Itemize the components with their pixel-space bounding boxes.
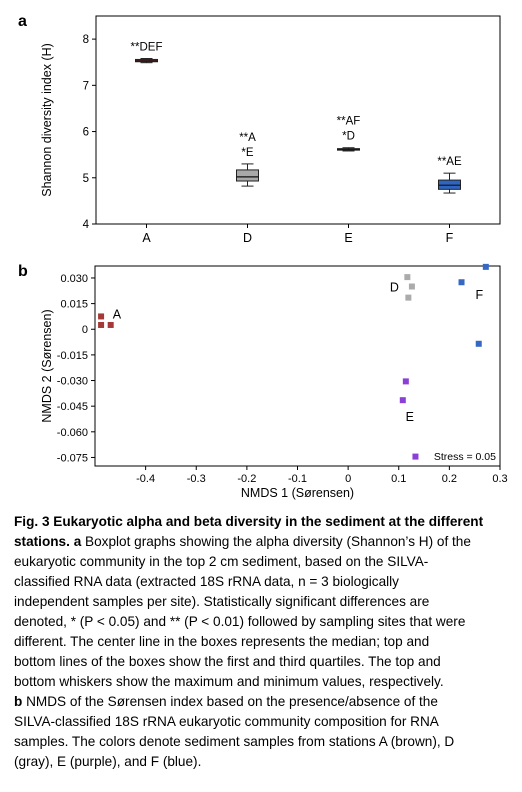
b-ylabel: NMDS 2 (Sørensen) xyxy=(40,309,54,422)
b-ytick-label: 0.015 xyxy=(60,299,88,311)
a-xtick-label: F xyxy=(446,231,454,245)
a-significance-label: **AF xyxy=(337,116,361,128)
panel-a-frame xyxy=(95,15,501,225)
b-ytick-label: 0 xyxy=(82,324,88,336)
b-xtick-label: 0.3 xyxy=(492,473,507,485)
panel-b-label: b xyxy=(18,263,28,280)
caption-title: Fig. 3 Eukaryotic alpha and beta diversi… xyxy=(14,514,484,549)
a-significance-label: *E xyxy=(241,147,253,159)
b-ytick-label: -0.075 xyxy=(57,452,88,464)
point-E xyxy=(399,397,406,404)
panel-b-frame xyxy=(94,265,501,467)
point-A xyxy=(98,313,105,320)
a-xtick-label: A xyxy=(142,231,151,245)
a-significance-label: **AE xyxy=(437,156,462,168)
panel-a-boxplot: a 4 5 6 7 8 Shannon diversity index (H) A D E F **D… xyxy=(18,13,501,245)
caption-line-9: SILVA-classified 18S rRNA eukaryotic com… xyxy=(14,714,439,729)
a-ytick-label: 4 xyxy=(83,219,90,231)
stress-label: Stress = 0.05 xyxy=(434,451,496,463)
caption-line-3: independent samples per site). Statistic… xyxy=(14,594,430,609)
b-xtick-label: 0.1 xyxy=(391,473,406,485)
caption-line-8: NMDS of the Sørensen index based on the … xyxy=(22,694,438,709)
caption-line-10: samples. The colors denote sediment samp… xyxy=(14,734,455,749)
b-ytick-label: -0.045 xyxy=(57,401,88,413)
caption-line-1: eukaryotic community in the top 2 cm sed… xyxy=(14,554,429,569)
point-A xyxy=(107,321,114,328)
b-xtick-label: -0.4 xyxy=(136,473,155,485)
caption-line-2: classified RNA data (extracted 18S rRNA … xyxy=(14,574,399,589)
point-A xyxy=(98,321,105,328)
point-F xyxy=(458,279,465,286)
caption-line-6: bottom lines of the boxes show the first… xyxy=(14,654,441,669)
caption-line-7: bottom whiskers show the maximum and min… xyxy=(14,674,444,689)
b-ytick-label: -0.015 xyxy=(57,350,88,362)
a-ytick-label: 5 xyxy=(83,173,89,185)
figure-canvas: a 4 5 6 7 8 Shannon diversity index (H) A D E F **D… xyxy=(18,13,508,500)
panel-b-nmds-scatter: b 0.030 0.015 0 -0.015 -0.030 -0.045 -0.060 -0.0… xyxy=(18,263,508,500)
point-F xyxy=(482,263,489,270)
point-D xyxy=(404,274,411,281)
a-xtick-label: E xyxy=(344,231,352,245)
group-label-E: E xyxy=(406,410,414,424)
a-ytick-label: 8 xyxy=(83,34,89,46)
point-D xyxy=(408,283,415,290)
group-label-F: F xyxy=(476,288,484,302)
point-E xyxy=(402,378,409,385)
figure-caption: Fig. 3 Eukaryotic alpha and beta diversi… xyxy=(14,512,510,772)
caption-line-0: Boxplot graphs showing the alpha diversi… xyxy=(81,534,471,549)
a-xtick-label: D xyxy=(243,231,252,245)
box-D xyxy=(236,169,259,182)
caption-line-11: (gray), E (purple), and F (blue). xyxy=(14,754,202,769)
point-F xyxy=(475,340,482,347)
caption-label-b: b xyxy=(14,694,23,709)
a-significance-label: *D xyxy=(342,131,355,143)
caption-line-5: different. The center line in the boxes … xyxy=(14,634,430,649)
a-ytick-label: 6 xyxy=(83,127,89,139)
a-significance-label: **DEF xyxy=(131,42,163,54)
b-xtick-label: -0.3 xyxy=(187,473,206,485)
point-E xyxy=(412,453,419,460)
a-ylabel: Shannon diversity index (H) xyxy=(40,43,54,197)
b-xtick-label: -0.1 xyxy=(288,473,307,485)
a-ytick-label: 7 xyxy=(83,80,89,92)
caption-label-a: a xyxy=(73,534,82,549)
b-xlabel: NMDS 1 (Sørensen) xyxy=(241,486,354,500)
b-xtick-label: -0.2 xyxy=(237,473,256,485)
point-D xyxy=(405,294,412,301)
a-significance-label: **A xyxy=(239,132,256,144)
b-xtick-label: 0 xyxy=(345,473,351,485)
caption-line-4: denoted, * (P < 0.05) and ** (P < 0.01) … xyxy=(14,614,466,629)
panel-a-label: a xyxy=(18,13,27,30)
b-ytick-label: -0.060 xyxy=(57,427,88,439)
group-label-D: D xyxy=(390,281,399,295)
b-ytick-label: 0.030 xyxy=(60,273,88,285)
b-ytick-label: -0.030 xyxy=(57,376,88,388)
group-label-A: A xyxy=(113,307,122,321)
b-xtick-label: 0.2 xyxy=(442,473,457,485)
